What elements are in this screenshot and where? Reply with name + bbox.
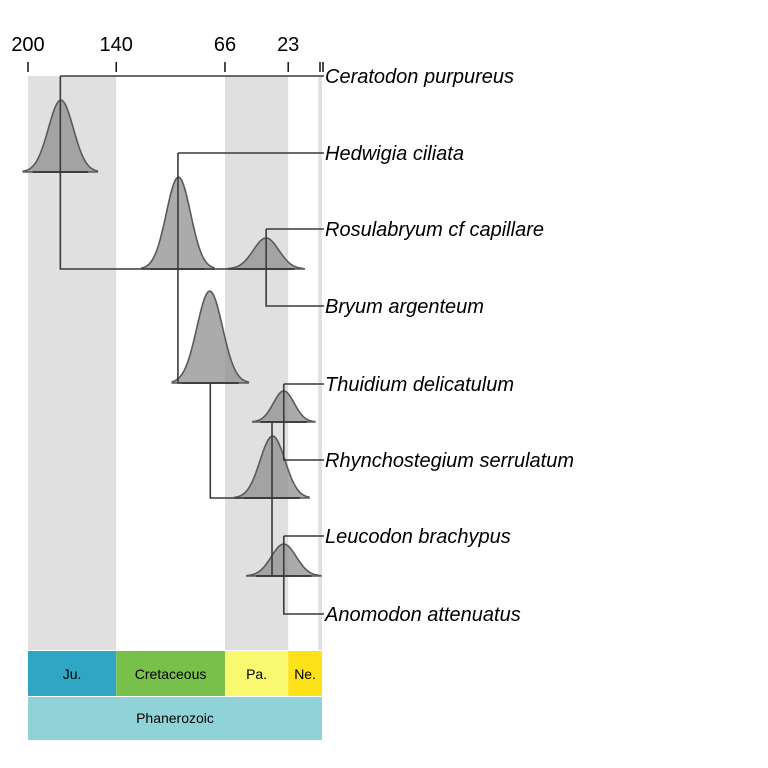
axis-tick-label: 66 <box>214 34 236 56</box>
axis-tick-label: 23 <box>277 34 299 56</box>
period-label: Cretaceous <box>135 666 207 682</box>
core-branch <box>177 152 324 384</box>
taxon-label: Bryum argenteum <box>325 296 484 318</box>
taxon-label: Rhynchostegium serrulatum <box>325 450 574 472</box>
period-label: Pa. <box>246 666 267 682</box>
period-box <box>28 651 117 696</box>
pleurocarp-branch <box>209 383 273 499</box>
root-branch <box>59 75 324 270</box>
pleurocarp-node-age-density <box>171 290 250 384</box>
taxon-label: Ceratodon purpureus <box>325 66 514 88</box>
axis-tick-label: 200 <box>11 34 44 56</box>
thuidium-branch <box>282 383 324 461</box>
eon-label: Phanerozoic <box>136 710 214 726</box>
period-box <box>224 651 289 696</box>
leucodon-branch <box>282 535 324 615</box>
taxon-label: Leucodon brachypus <box>325 526 511 548</box>
taxon-label: Rosulabryum cf capillare <box>325 219 544 241</box>
taxon-label: Hedwigia ciliata <box>325 143 464 165</box>
axis-tick-label: 140 <box>100 34 133 56</box>
bryum-branch <box>265 228 324 307</box>
eon-box <box>28 697 322 740</box>
taxon-label: Thuidium delicatulum <box>325 374 514 396</box>
period-label: Ne. <box>294 666 316 682</box>
taxon-label: Anomodon attenuatus <box>324 604 521 626</box>
period-box <box>116 651 225 696</box>
period-box <box>288 651 322 696</box>
quaternary-band <box>318 76 322 650</box>
period-label: Ju. <box>63 666 82 682</box>
